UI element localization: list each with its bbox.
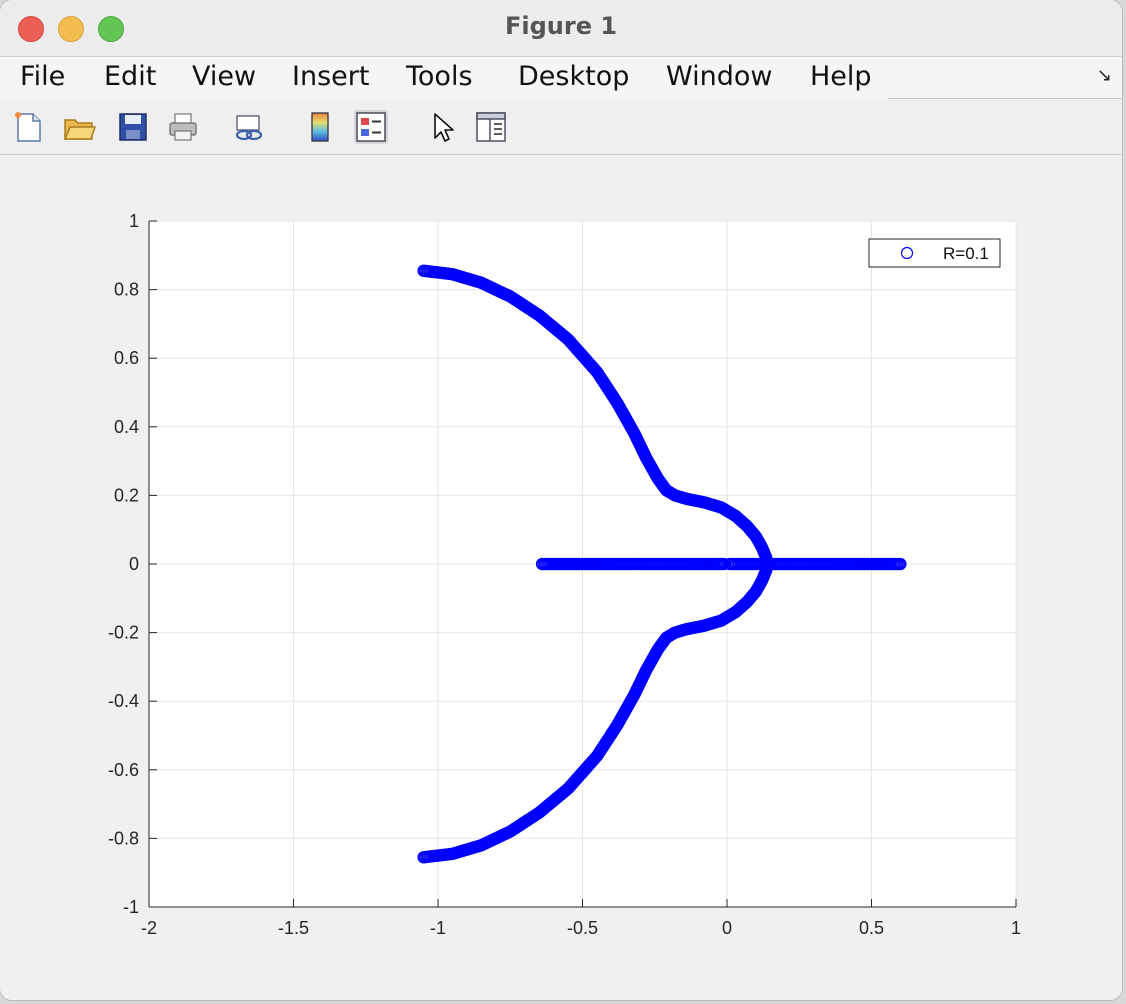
menu-help[interactable]: Help <box>810 61 872 92</box>
menu-edit[interactable]: Edit <box>104 61 157 92</box>
menu-separator <box>888 98 1122 99</box>
data-markers <box>417 264 907 864</box>
property-inspector-icon[interactable] <box>474 110 508 144</box>
edit-plot-icon[interactable] <box>426 110 460 144</box>
y-tick-label: -0.4 <box>108 691 139 711</box>
x-tick-labels: -2 -1.5 -1 -0.5 0 0.5 1 <box>141 918 1021 938</box>
print-icon[interactable] <box>166 110 200 144</box>
data-point <box>894 557 907 571</box>
y-tick-label: 1 <box>129 211 139 231</box>
menu-bar: File Edit View Insert Tools Desktop Wind… <box>0 57 1122 99</box>
menu-file[interactable]: File <box>20 61 66 92</box>
y-tick-label: 0 <box>129 554 139 574</box>
y-tick-label: 0.2 <box>114 485 139 505</box>
legend[interactable]: R=0.1 <box>868 238 1001 268</box>
x-tick-label: 0 <box>722 918 732 938</box>
x-tick-label: 0.5 <box>859 918 884 938</box>
minimize-window-button[interactable] <box>58 16 84 42</box>
x-tick-label: -1 <box>430 918 446 938</box>
y-tick-label: 0.4 <box>114 417 139 437</box>
new-figure-icon[interactable] <box>12 110 46 144</box>
y-tick-label: -0.6 <box>108 760 139 780</box>
insert-legend-icon[interactable] <box>354 110 388 144</box>
toolbar <box>0 100 1122 155</box>
open-file-icon[interactable] <box>62 110 97 144</box>
plot-svg: -2 -1.5 -1 -0.5 0 0.5 1 -1 -0.8 -0.6 -0.4 -0.2 0 0.2… <box>108 211 1021 938</box>
y-tick-label: 0.6 <box>114 348 139 368</box>
legend-label: R=0.1 <box>943 244 989 263</box>
figure-canvas: -2 -1.5 -1 -0.5 0 0.5 1 -1 -0.8 -0.6 -0.4 -0.2 0 0.2… <box>0 155 1122 1000</box>
legend-marker-circle-icon <box>900 246 914 260</box>
menu-insert[interactable]: Insert <box>292 61 370 92</box>
x-tick-label: -1.5 <box>278 918 309 938</box>
y-tick-label: 0.8 <box>114 280 139 300</box>
x-tick-label: 1 <box>1011 918 1021 938</box>
legend-box[interactable] <box>868 238 1001 268</box>
window-title: Figure 1 <box>504 12 618 40</box>
data-point <box>717 557 731 571</box>
y-tick-label: -0.2 <box>108 623 139 643</box>
title-bar: Figure 1 <box>0 0 1122 57</box>
menu-desktop[interactable]: Desktop <box>518 61 630 92</box>
save-icon[interactable] <box>116 110 150 144</box>
x-tick-label: -0.5 <box>567 918 598 938</box>
insert-colorbar-icon[interactable] <box>304 110 338 144</box>
menu-window[interactable]: Window <box>666 61 773 92</box>
y-tick-labels: -1 -0.8 -0.6 -0.4 -0.2 0 0.2 0.4 0.6 0.8 1 <box>108 211 139 917</box>
y-tick-label: -0.8 <box>108 828 139 848</box>
dock-arrow-icon[interactable]: ↘ <box>1096 65 1112 85</box>
axes <box>148 220 1017 908</box>
x-tick-label: -2 <box>141 918 157 938</box>
menu-view[interactable]: View <box>192 61 257 92</box>
close-window-button[interactable] <box>18 16 44 42</box>
link-plot-icon[interactable] <box>232 110 266 144</box>
y-tick-label: -1 <box>123 897 139 917</box>
menu-tools[interactable]: Tools <box>406 61 473 92</box>
maximize-window-button[interactable] <box>98 16 124 42</box>
